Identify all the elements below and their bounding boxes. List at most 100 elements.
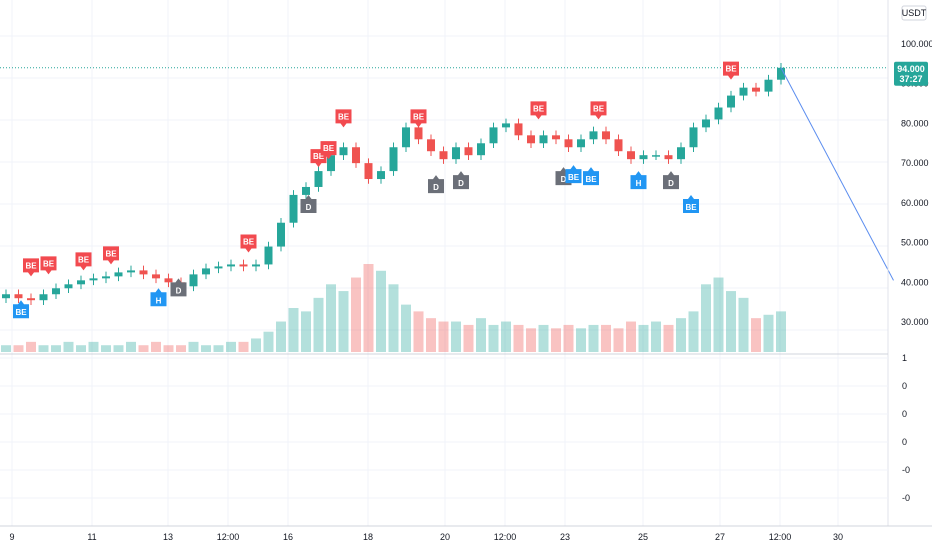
volume-bar xyxy=(438,321,449,352)
candle-body xyxy=(302,186,310,195)
signal-marker-be: BE xyxy=(590,101,607,120)
volume-bar xyxy=(13,345,24,352)
candle-body xyxy=(64,284,73,289)
marker-label: BE xyxy=(105,249,117,258)
marker-label: BE xyxy=(43,259,55,268)
marker-label: BE xyxy=(78,255,90,264)
candle-body xyxy=(714,107,723,120)
volume-bar xyxy=(726,291,736,352)
volume-bar xyxy=(263,331,274,352)
x-axis-tick-label: 25 xyxy=(638,532,648,542)
last-price-box xyxy=(894,61,928,86)
y-axis-tick-label: 70.000 xyxy=(901,158,929,168)
marker-label: H xyxy=(156,296,162,305)
volume-bar xyxy=(76,345,86,352)
marker-shape xyxy=(75,252,92,271)
volume-bar xyxy=(176,345,186,352)
marker-shape xyxy=(530,101,547,120)
signal-marker-d: D xyxy=(453,171,469,190)
y-axis-tick-label: 100.000 xyxy=(901,39,932,49)
candle-body xyxy=(52,288,60,295)
volume-bar xyxy=(126,341,136,352)
marker-shape xyxy=(320,141,337,160)
indicator-tick-label: 1 xyxy=(902,353,907,363)
candle-body xyxy=(739,87,748,96)
volume-bar xyxy=(326,284,336,352)
x-axis-tick-label: 27 xyxy=(715,532,725,542)
x-axis-tick-label: 9 xyxy=(9,532,14,542)
volume-bar xyxy=(276,321,286,352)
signal-marker-be: BE xyxy=(530,101,547,120)
signal-marker-be: BE xyxy=(583,167,599,186)
volume-bar xyxy=(1,345,11,352)
candle-body xyxy=(327,155,335,172)
candle-body xyxy=(39,294,48,301)
volume-bar xyxy=(613,328,624,352)
marker-shape xyxy=(630,171,647,190)
candle-body xyxy=(652,155,660,157)
volume-bar xyxy=(638,324,649,352)
signal-marker-be: BE xyxy=(40,256,57,275)
x-axis-tick-label: 12:00 xyxy=(494,532,517,542)
currency-badge[interactable]: USDT xyxy=(901,5,927,21)
grid xyxy=(0,0,888,526)
volume-bar xyxy=(738,297,749,352)
marker-label: D xyxy=(561,175,567,184)
candle-body xyxy=(752,87,760,92)
marker-shape xyxy=(240,234,257,253)
marker-shape xyxy=(170,278,187,297)
candle-body xyxy=(2,294,10,299)
volume-bar xyxy=(476,318,486,352)
candle-body xyxy=(727,95,735,108)
marker-label: D xyxy=(306,203,312,212)
marker-label: BE xyxy=(533,104,545,113)
candle-body xyxy=(452,147,460,160)
candle-body xyxy=(627,151,635,160)
candle-body xyxy=(639,155,648,160)
candle-body xyxy=(352,147,360,164)
volume-bar xyxy=(463,324,474,352)
volume-bar xyxy=(676,318,686,352)
volume-bar xyxy=(201,345,211,352)
volume-bar xyxy=(138,345,149,352)
volume-bar xyxy=(651,321,661,352)
projection-line[interactable] xyxy=(780,67,894,281)
marker-label: BE xyxy=(725,65,737,74)
candle-body xyxy=(127,270,135,273)
candle-body xyxy=(114,272,123,277)
signal-marker-d: D xyxy=(300,194,317,213)
volume-bar xyxy=(663,324,674,352)
candle-body xyxy=(139,270,148,275)
y-axis-tick-label: 30.000 xyxy=(901,317,929,327)
volume-bar xyxy=(113,345,124,352)
marker-label: BE xyxy=(685,203,697,212)
signal-marker-be: BE xyxy=(410,109,427,128)
signal-marker-h: H xyxy=(150,288,167,307)
x-axis-tick-label: 16 xyxy=(283,532,293,542)
candle-body xyxy=(89,278,98,281)
signal-marker-be: BE xyxy=(23,258,39,277)
volume-bar xyxy=(563,324,574,352)
volume-bars xyxy=(1,264,786,352)
candle-body xyxy=(214,266,223,269)
marker-shape xyxy=(150,288,167,307)
volume-bar xyxy=(488,324,499,352)
volume-bar xyxy=(526,328,536,352)
volume-bar xyxy=(288,308,299,352)
volume-bar xyxy=(363,264,374,352)
signal-marker-be: BE xyxy=(335,109,352,128)
volume-bar xyxy=(26,341,36,352)
candle-body xyxy=(777,67,785,80)
marker-label: BE xyxy=(15,308,27,317)
signal-marker-d: D xyxy=(428,175,444,194)
candle-body xyxy=(427,139,435,152)
candle-body xyxy=(27,298,35,301)
volume-bar xyxy=(751,318,761,352)
marker-label: D xyxy=(433,183,439,192)
candle-body xyxy=(102,276,110,279)
volume-bar xyxy=(551,328,561,352)
signal-marker-be: BE xyxy=(240,234,257,253)
